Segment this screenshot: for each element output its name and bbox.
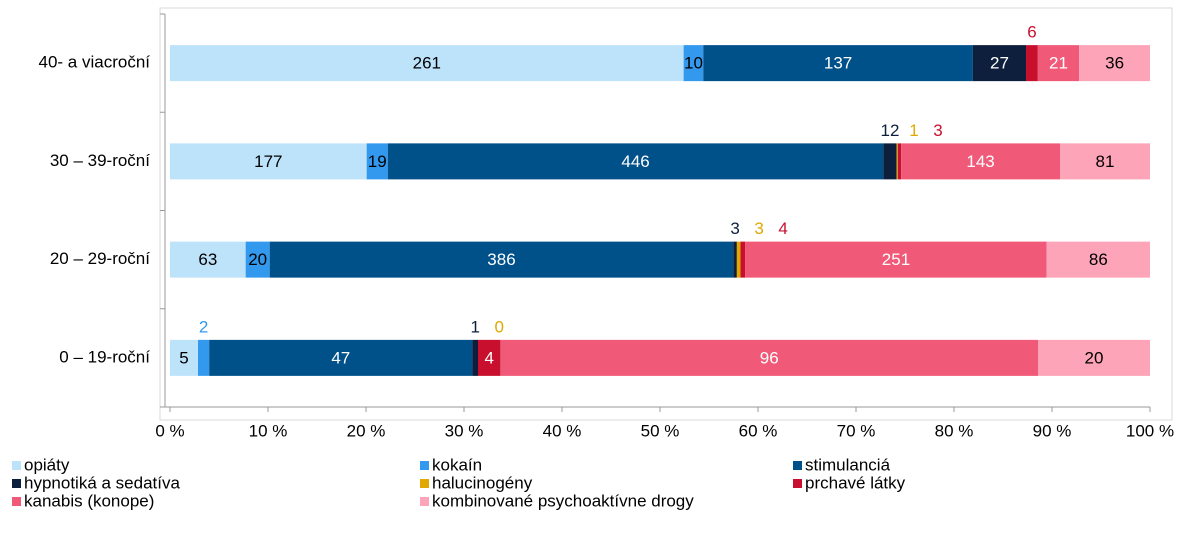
legend-label: kombinované psychoaktívne drogy (432, 491, 694, 510)
legend-swatch (12, 461, 21, 470)
data-label: 20 (1085, 348, 1104, 367)
data-label: 36 (1105, 54, 1124, 73)
bar-segment (269, 241, 734, 278)
bar-segment (478, 339, 501, 376)
bar-segment (1046, 241, 1150, 278)
x-tick-label: 100 % (1126, 421, 1174, 440)
data-label: 137 (824, 54, 852, 73)
legend-swatch (420, 479, 429, 488)
bar-segment (1037, 45, 1080, 82)
bar-segment (209, 339, 473, 376)
legend-swatch (12, 479, 21, 488)
bar-segment (366, 143, 388, 180)
legend-swatch (793, 461, 802, 470)
legend-swatch (420, 497, 429, 506)
bar-segment (745, 241, 1047, 278)
bar-segment (170, 339, 198, 376)
legend-label: kanabis (konope) (24, 491, 154, 510)
data-label: 446 (621, 152, 649, 171)
y-tick-label: 20 – 29-roční (50, 249, 150, 268)
bar-segment (500, 339, 1038, 376)
bar-segment (740, 241, 746, 278)
data-label: 96 (760, 348, 779, 367)
data-label: 19 (368, 152, 387, 171)
data-label: 5 (179, 348, 188, 367)
data-label: 1 (909, 121, 918, 140)
data-label: 0 (494, 317, 503, 336)
x-tick-label: 70 % (837, 421, 876, 440)
x-tick-label: 80 % (935, 421, 974, 440)
data-label: 86 (1089, 250, 1108, 269)
legend-swatch (12, 497, 21, 506)
data-label: 4 (778, 219, 787, 238)
legend-label: opiáty (24, 455, 70, 474)
x-tick-label: 0 % (155, 421, 184, 440)
bar-segment (736, 241, 741, 278)
plot-frame (159, 7, 1173, 421)
bar-segment (683, 45, 704, 82)
legend-label: kokaín (432, 455, 482, 474)
x-tick-label: 60 % (739, 421, 778, 440)
bar-segment (198, 339, 210, 376)
bar-segment (901, 143, 1060, 180)
legend-swatch (420, 461, 429, 470)
data-label: 386 (487, 250, 515, 269)
bar-segment (472, 339, 478, 376)
y-tick-label: 0 – 19-roční (59, 347, 150, 366)
bar-segment (170, 45, 684, 82)
x-tick-label: 50 % (641, 421, 680, 440)
data-label: 27 (990, 54, 1009, 73)
x-tick-label: 40 % (543, 421, 582, 440)
x-tick-label: 20 % (347, 421, 386, 440)
x-tick-label: 30 % (445, 421, 484, 440)
data-label: 177 (254, 152, 282, 171)
legend-label: hypnotiká a sedatíva (24, 473, 180, 492)
x-tick-label: 10 % (249, 421, 288, 440)
data-label: 47 (331, 348, 350, 367)
data-label: 12 (881, 121, 900, 140)
data-label: 81 (1096, 152, 1115, 171)
bar-segment (703, 45, 973, 82)
data-label: 251 (882, 250, 910, 269)
data-label: 10 (684, 54, 703, 73)
bar-segment (170, 241, 246, 278)
bar-segment (1026, 45, 1038, 82)
data-label: 3 (754, 219, 763, 238)
data-label: 2 (199, 317, 208, 336)
data-label: 261 (413, 54, 441, 73)
bar-segment (1079, 45, 1150, 82)
data-label: 1 (470, 317, 479, 336)
bar-segment (896, 143, 898, 180)
data-label: 6 (1027, 23, 1036, 42)
legend-swatch (793, 479, 802, 488)
bar-segment (1038, 339, 1150, 376)
bar-segment (245, 241, 270, 278)
bar-segment (733, 241, 737, 278)
legend-label: prchavé látky (805, 473, 906, 492)
bar-segment (972, 45, 1027, 82)
legend-label: halucinogény (432, 473, 533, 492)
bar-segment (387, 143, 884, 180)
bar-segment (1060, 143, 1150, 180)
data-label: 143 (966, 152, 994, 171)
bar-segment (170, 143, 367, 180)
bar-segment (883, 143, 897, 180)
data-label: 20 (248, 250, 267, 269)
y-tick-label: 40- a viacroční (39, 53, 151, 72)
legend-label: stimulanciá (805, 455, 891, 474)
data-label: 3 (933, 121, 942, 140)
data-label: 4 (484, 348, 493, 367)
y-tick-label: 30 – 39-roční (50, 151, 150, 170)
x-tick-label: 90 % (1033, 421, 1072, 440)
data-label: 21 (1049, 54, 1068, 73)
data-label: 3 (730, 219, 739, 238)
bar-segment (897, 143, 902, 180)
data-label: 63 (198, 250, 217, 269)
